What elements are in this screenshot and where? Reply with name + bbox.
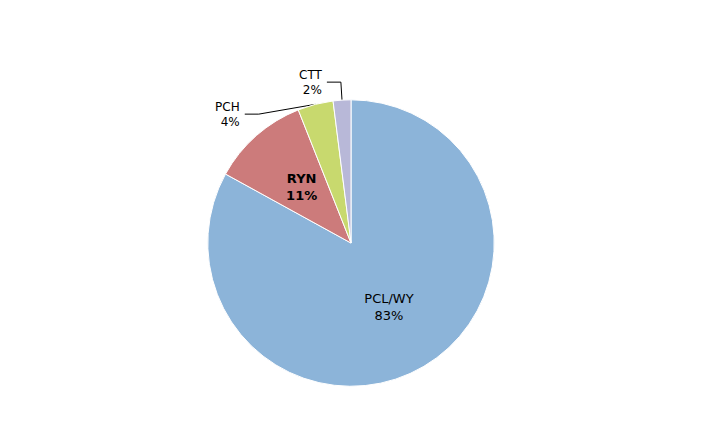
svg-text:2%: 2%	[303, 83, 322, 97]
svg-text:11%: 11%	[286, 188, 317, 203]
svg-text:PCH: PCH	[215, 100, 240, 114]
svg-text:RYN: RYN	[287, 171, 317, 186]
svg-text:4%: 4%	[221, 115, 240, 129]
svg-text:83%: 83%	[375, 308, 404, 323]
svg-text:CTT: CTT	[299, 68, 322, 82]
svg-text:PCL/WY: PCL/WY	[364, 291, 413, 306]
